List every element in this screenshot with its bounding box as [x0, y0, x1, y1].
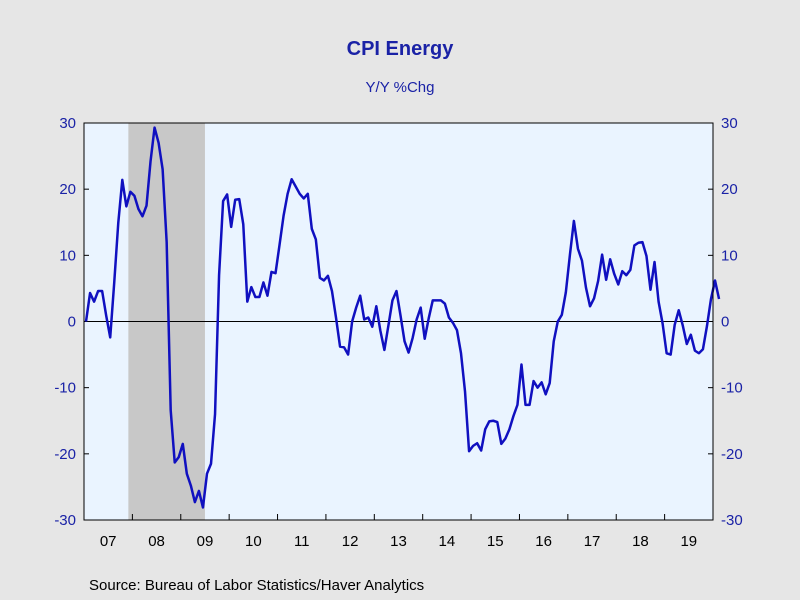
x-tick-label: 13	[390, 533, 407, 550]
x-tick-label: 14	[439, 533, 456, 550]
chart-title: CPI Energy	[346, 38, 454, 60]
y-tick-label-left: 0	[68, 314, 76, 331]
series-line-cpi-energy	[84, 126, 721, 509]
y-tick-label-left: 20	[59, 181, 76, 198]
chart-subtitle: Y/Y %Chg	[365, 79, 435, 96]
right-y-axis: 30 20 10 0 -10 -20 -30	[708, 115, 743, 529]
x-tick-label: 16	[535, 533, 552, 550]
x-tick-label: 17	[584, 533, 601, 550]
x-axis: 07 08 09 10 11 12 13 14 15 16 17 18 19	[83, 514, 714, 550]
plot-frame	[83, 122, 714, 521]
y-tick-label-right: -20	[721, 446, 743, 463]
x-tick-label: 12	[342, 533, 359, 550]
source-note: Source: Bureau of Labor Statistics/Haver…	[89, 577, 425, 594]
y-tick-label-left: -30	[54, 512, 76, 529]
x-tick-label: 08	[148, 533, 165, 550]
x-tick-label: 09	[197, 533, 214, 550]
x-tick-label: 18	[632, 533, 649, 550]
y-tick-label-left: -20	[54, 446, 76, 463]
y-tick-label-left: -10	[54, 380, 76, 397]
x-tick-label: 19	[680, 533, 697, 550]
x-tick-label: 15	[487, 533, 504, 550]
y-tick-label-right: 20	[721, 181, 738, 198]
x-tick-label: 11	[294, 533, 310, 550]
y-tick-label-right: -10	[721, 380, 743, 397]
y-tick-label-right: 30	[721, 115, 738, 132]
y-tick-label-left: 30	[59, 115, 76, 132]
y-tick-label-right: -30	[721, 512, 743, 529]
y-tick-label-left: 10	[59, 247, 76, 264]
y-tick-label-right: 10	[721, 247, 738, 264]
x-tick-label: 07	[100, 533, 117, 550]
y-tick-label-right: 0	[721, 314, 729, 331]
x-tick-label: 10	[245, 533, 262, 550]
